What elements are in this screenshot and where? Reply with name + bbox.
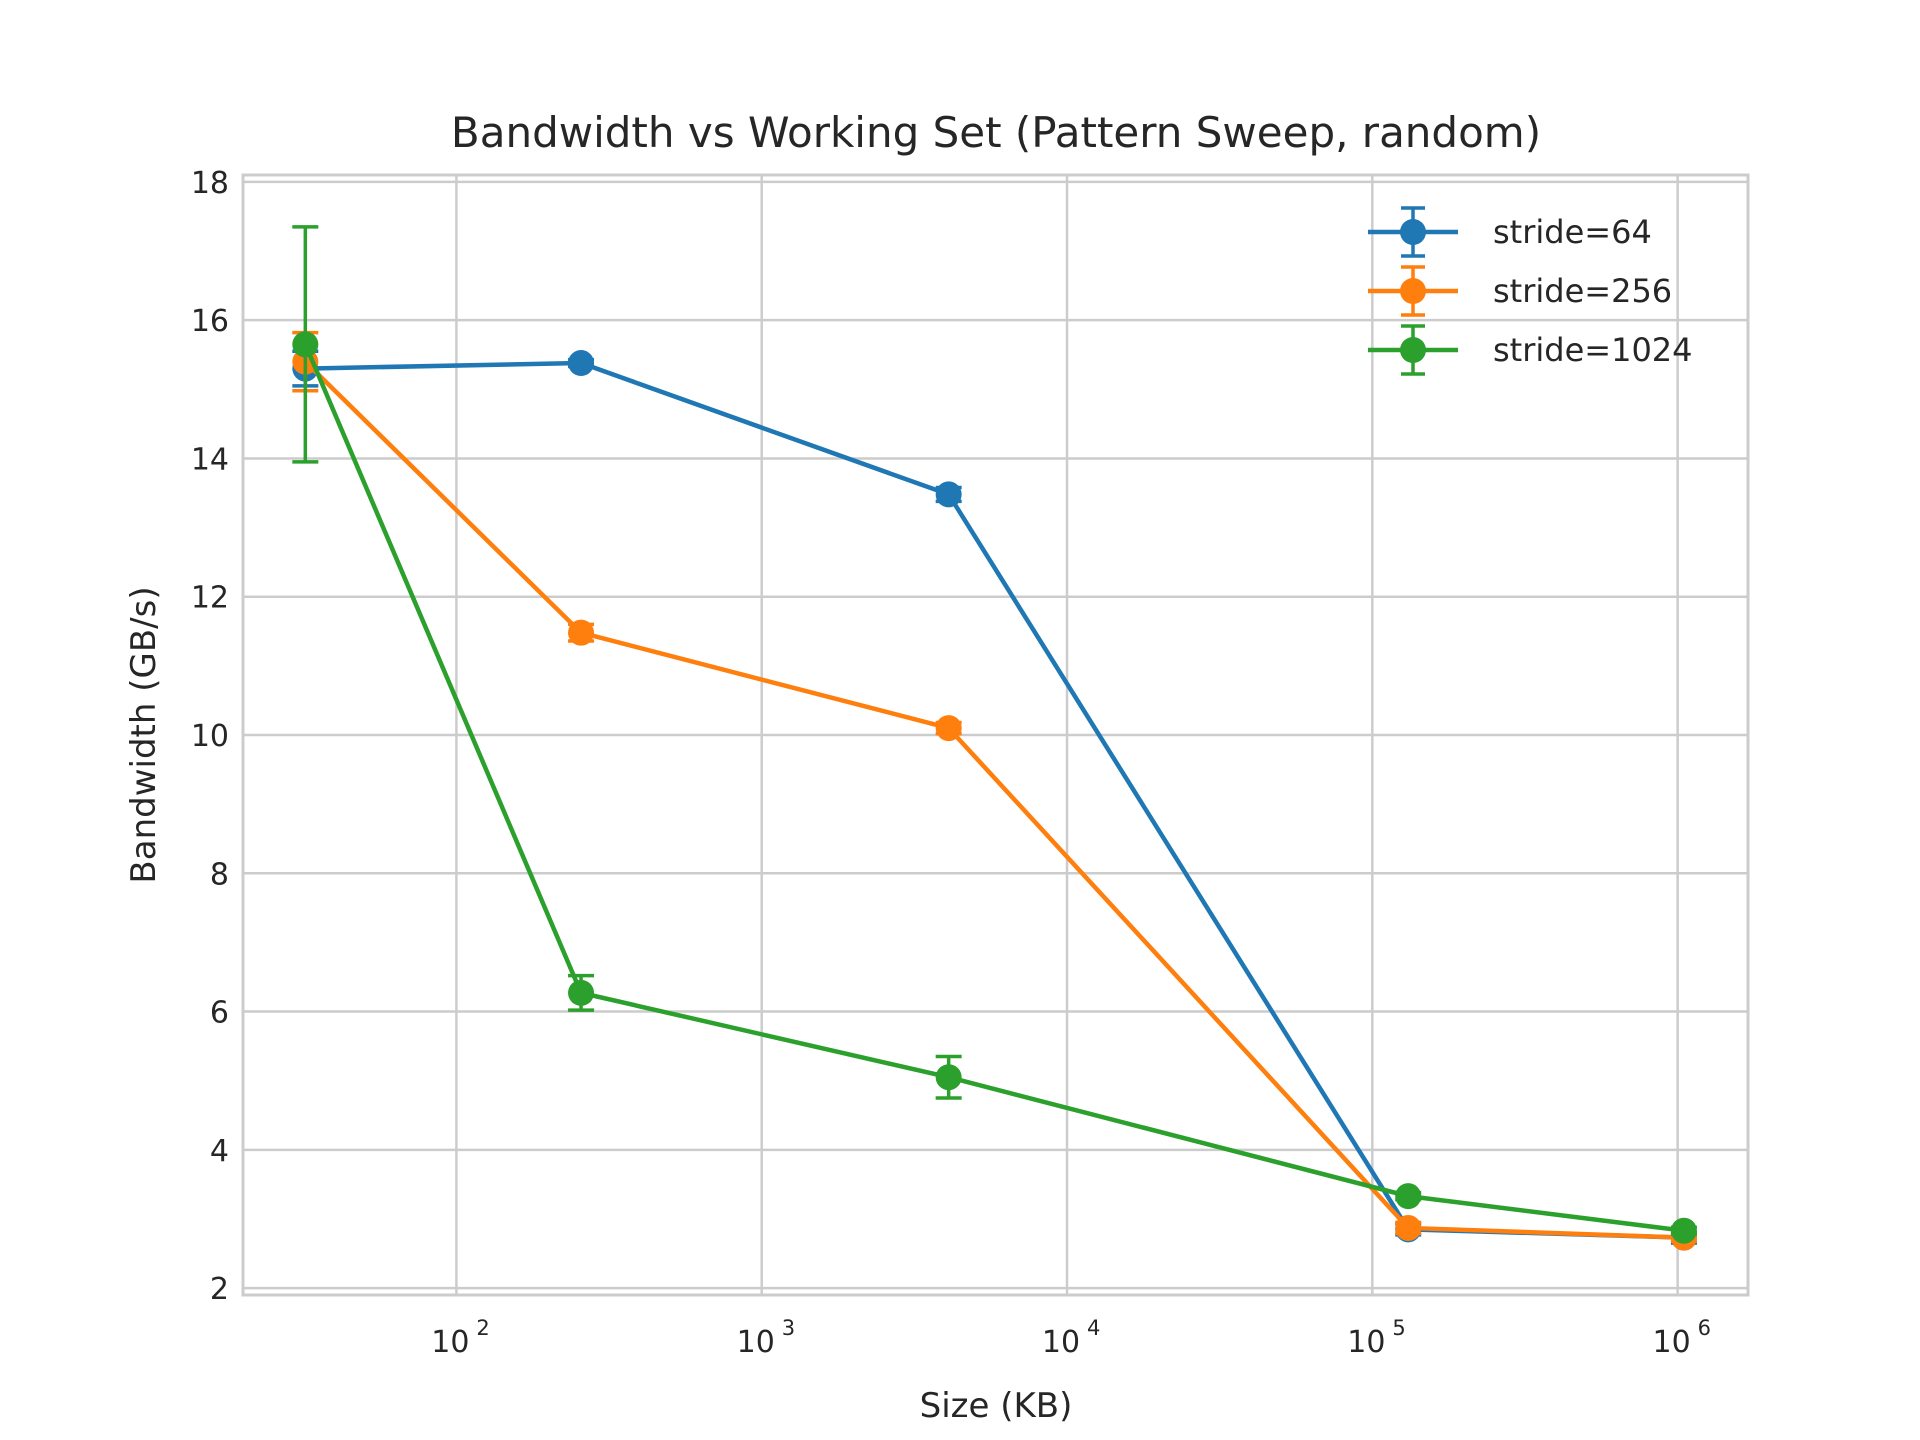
x-tick-exponent: 6 [1698,1316,1711,1340]
series-stride=1024 [292,225,1697,1244]
y-tick-label: 18 [191,166,229,201]
chart-title: Bandwidth vs Working Set (Pattern Sweep,… [451,108,1541,157]
x-tick-exponent: 4 [1087,1316,1100,1340]
x-tick-label: 10 [737,1325,775,1360]
x-tick-label: 10 [1653,1325,1691,1360]
x-tick-label: 10 [431,1325,469,1360]
grid [243,175,1748,1295]
legend-marker [1400,337,1426,363]
y-tick-label: 16 [191,304,229,339]
y-tick-label: 4 [210,1134,229,1169]
legend-marker [1400,278,1426,304]
legend-item: stride=64 [1368,206,1652,258]
legend-label: stride=256 [1493,272,1672,310]
y-tick-label: 10 [191,719,229,754]
data-point [568,350,595,377]
x-tick-label: 10 [1042,1325,1080,1360]
data-point [935,481,962,508]
data-point [292,331,319,358]
legend-item: stride=1024 [1368,324,1693,376]
y-tick-label: 6 [210,996,229,1031]
data-point [935,1064,962,1091]
x-tick-exponent: 2 [476,1316,489,1340]
x-tick-label: 10 [1347,1325,1385,1360]
legend-item: stride=256 [1368,265,1672,317]
y-axis-title: Bandwidth (GB/s) [124,586,164,883]
data-point [935,715,962,742]
data-point [568,619,595,646]
series [292,225,1697,1251]
plot-frame [241,173,1750,1297]
x-tick-exponent: 5 [1392,1316,1405,1340]
y-tick-label: 12 [191,581,229,616]
y-tick-label: 2 [210,1272,229,1307]
legend-label: stride=64 [1493,213,1652,251]
data-point [1395,1214,1422,1241]
y-tick-label: 14 [191,442,229,477]
data-point [1395,1183,1422,1210]
x-axis-title: Size (KB) [920,1386,1073,1426]
data-point [568,979,595,1006]
legend-label: stride=1024 [1493,331,1693,369]
data-point [1670,1217,1697,1244]
legend-marker [1400,219,1426,245]
x-tick-exponent: 3 [782,1316,795,1340]
y-tick-label: 8 [210,857,229,892]
tick-labels: 2 4 6 8 10 12 14 16 18 10 2 10 3 10 4 10 5 10 6 [191,166,1711,1360]
legend: stride=64 stride=256 stride=1024 [1368,206,1693,376]
